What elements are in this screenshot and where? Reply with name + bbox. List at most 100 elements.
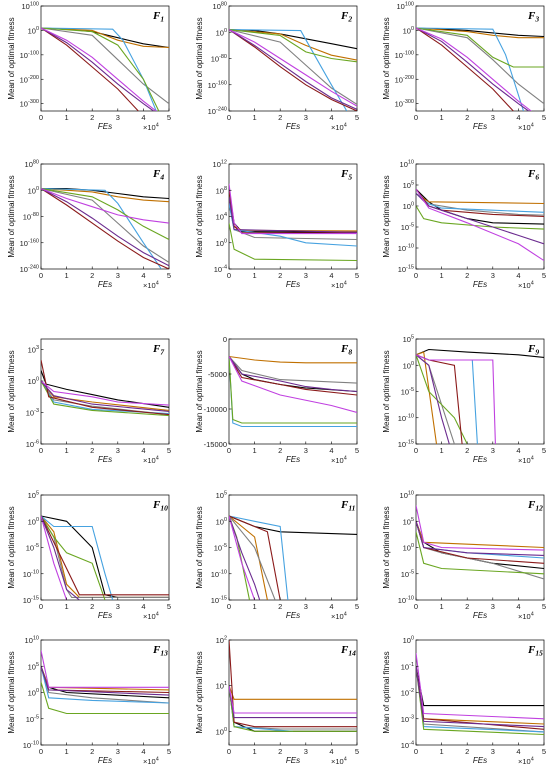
series-line-7 [229, 515, 261, 600]
y-tick-label: 1080 [25, 160, 39, 170]
x-tick-label: 4 [516, 747, 520, 756]
y-axis-label: Mean of optimal fitness [382, 17, 391, 99]
x-tick-label: 0 [414, 747, 418, 756]
series-group [41, 27, 169, 111]
series-line-7 [41, 27, 154, 111]
axes-frame [40, 338, 170, 445]
x-tick-label: 3 [116, 747, 120, 756]
x-tick-label: 4 [141, 446, 145, 455]
subplot-f3: 0 1 2 3 4 5 10100 100 10-100 10-200 10-300 F3 FEs ×10… [382, 2, 546, 133]
y-axis-label: Mean of optimal fitness [195, 506, 204, 588]
series-line-6 [41, 188, 169, 269]
x-axis-multiplier: ×104 [518, 456, 534, 466]
x-tick-label: 1 [253, 446, 257, 455]
series-line-8 [41, 380, 169, 406]
axes-frame [228, 338, 358, 445]
subplot-f7: 0 1 2 3 4 5 103 100 10-3 10-6 F7 FEs ×104 Mean of opt… [7, 338, 171, 465]
y-tick-label: -5000 [208, 370, 227, 379]
y-tick-label: 1012 [213, 160, 227, 170]
x-tick-label: 3 [304, 446, 308, 455]
series-line-7 [41, 666, 169, 696]
y-tick-label: 10-80 [211, 54, 227, 64]
x-tick-label: 5 [167, 446, 171, 455]
x-tick-label: 2 [465, 271, 469, 280]
series-line-4 [416, 27, 525, 111]
y-axis-label: Mean of optimal fitness [195, 350, 204, 432]
series-line-3 [229, 29, 357, 105]
subplot-title: F4 [152, 168, 164, 182]
y-tick-label: 100 [216, 28, 227, 38]
y-tick-label: 10100 [21, 2, 39, 12]
series-line-2 [229, 355, 357, 364]
y-tick-label: 10-3 [26, 408, 39, 418]
x-tick-label: 5 [542, 113, 546, 122]
x-tick-label: 0 [227, 446, 231, 455]
x-tick-label: 4 [329, 446, 333, 455]
x-axis-multiplier: ×104 [331, 757, 347, 766]
y-tick-label: 10-5 [401, 387, 414, 397]
x-axis-multiplier: ×104 [331, 281, 347, 291]
series-line-7 [229, 356, 357, 393]
x-axis-label: FEs [286, 756, 300, 765]
series-group [229, 515, 357, 600]
series-line-7 [41, 188, 169, 267]
y-tick-label: 10-80 [23, 212, 39, 222]
y-tick-label: 100 [28, 377, 39, 387]
series-group [416, 653, 544, 736]
series-line-2 [41, 27, 169, 49]
y-tick-label: 100 [28, 517, 39, 527]
series-group [416, 348, 544, 444]
series-line-6 [41, 515, 169, 596]
x-tick-label: 3 [491, 113, 495, 122]
series-line-8 [229, 183, 357, 235]
x-tick-label: 0 [414, 602, 418, 611]
x-tick-label: 5 [355, 747, 359, 756]
series-line-5 [229, 685, 357, 732]
x-tick-label: 3 [491, 446, 495, 455]
series-line-4 [229, 515, 289, 600]
y-tick-label: -15000 [204, 440, 227, 449]
y-tick-label: 10100 [396, 2, 414, 12]
x-tick-label: 1 [253, 113, 257, 122]
series-line-8 [41, 188, 169, 224]
x-tick-label: 4 [329, 747, 333, 756]
series-line-5 [229, 356, 357, 424]
series-line-8 [229, 356, 357, 414]
subplot-f15: 0 1 2 3 4 5 100 10-1 10-2 10-3 10-4 F15 FEs ×104 Mean … [382, 636, 546, 766]
series-line-7 [416, 521, 544, 556]
y-tick-label: 10-4 [214, 265, 227, 275]
x-axis-multiplier: ×104 [143, 757, 159, 766]
y-tick-label: 10-300 [395, 99, 414, 109]
x-axis-multiplier: ×104 [331, 612, 347, 622]
y-tick-label: 101 [216, 681, 227, 691]
y-tick-label: 10-10 [398, 244, 414, 254]
x-tick-label: 0 [414, 113, 418, 122]
x-tick-label: 0 [414, 446, 418, 455]
x-tick-label: 3 [116, 271, 120, 280]
series-line-2 [229, 515, 268, 600]
subplot-f10: 0 1 2 3 4 5 105 100 10-5 10-10 10-15 F10 FEs ×104 Mean… [7, 491, 171, 622]
y-axis-label: Mean of optimal fitness [382, 175, 391, 257]
series-line-7 [41, 380, 169, 412]
y-tick-label: 10-15 [398, 440, 414, 450]
series-group [229, 29, 357, 111]
y-tick-label: 1080 [213, 2, 227, 12]
x-tick-label: 2 [465, 446, 469, 455]
series-line-2 [416, 351, 438, 444]
series-line-8 [416, 27, 532, 111]
x-axis-label: FEs [286, 455, 300, 464]
series-line-5 [229, 29, 357, 63]
x-tick-label: 2 [465, 747, 469, 756]
series-line-6 [41, 27, 139, 111]
series-group [41, 515, 169, 600]
x-tick-label: 3 [491, 602, 495, 611]
y-tick-label: 10-1 [401, 662, 414, 672]
y-tick-label: 10-2 [401, 688, 414, 698]
series-line-6 [229, 29, 357, 111]
x-tick-label: 2 [278, 446, 282, 455]
x-tick-label: 3 [304, 271, 308, 280]
y-axis-label: Mean of optimal fitness [7, 17, 16, 99]
y-tick-label: 100 [28, 26, 39, 36]
x-axis-label: FEs [473, 455, 487, 464]
